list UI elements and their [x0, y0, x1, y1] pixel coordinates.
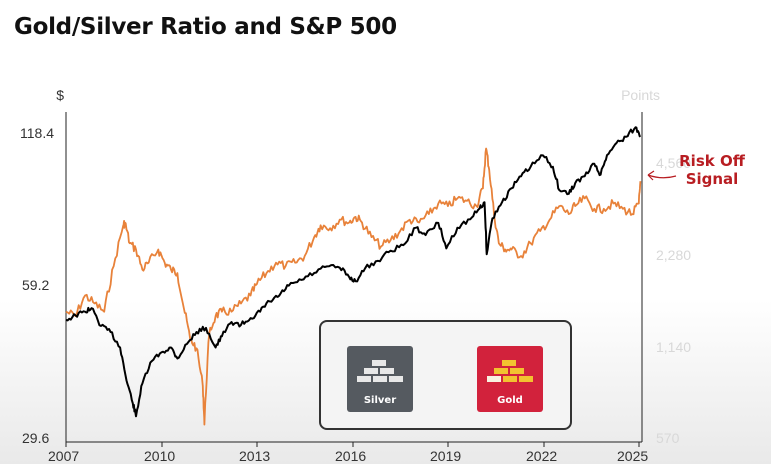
silver-label: Silver — [363, 395, 397, 406]
x-tick-label: 2007 — [48, 448, 79, 464]
x-tick-marks — [65, 442, 640, 447]
series-line-gold-silver-ratio — [65, 147, 642, 426]
left-tick-label: 118.4 — [20, 125, 54, 141]
gold-tile: Gold — [477, 346, 543, 412]
gold-label: Gold — [497, 395, 523, 406]
x-tick-label: 2010 — [144, 448, 175, 464]
legend-box: Silver Gold — [319, 320, 572, 430]
x-tick-label: 2013 — [239, 448, 270, 464]
gold-bars-icon — [487, 360, 533, 382]
series-line-sp500 — [65, 126, 642, 418]
right-tick-label: 4,560 — [656, 155, 691, 171]
left-axis-unit: $ — [56, 87, 64, 103]
right-tick-label: 2,280 — [656, 247, 691, 263]
right-axis-unit: Points — [621, 87, 660, 103]
x-tick-label: 2025 — [617, 448, 648, 464]
annotation-label: Signal — [686, 170, 739, 188]
annotation-arrow — [647, 174, 677, 179]
annotation-arrowhead — [647, 170, 655, 181]
left-tick-label: 59.2 — [22, 277, 49, 293]
x-tick-label: 2019 — [430, 448, 461, 464]
silver-bars-icon — [357, 360, 403, 382]
x-tick-label: 2022 — [526, 448, 557, 464]
right-tick-label: 1,140 — [656, 339, 691, 355]
page-title: Gold/Silver Ratio and S&P 500 — [14, 14, 397, 40]
left-tick-label: 29.6 — [22, 430, 49, 446]
x-tick-label: 2016 — [335, 448, 366, 464]
right-tick-label: 570 — [656, 430, 680, 446]
annotation-label: Risk Off — [679, 152, 746, 170]
silver-tile: Silver — [347, 346, 413, 412]
